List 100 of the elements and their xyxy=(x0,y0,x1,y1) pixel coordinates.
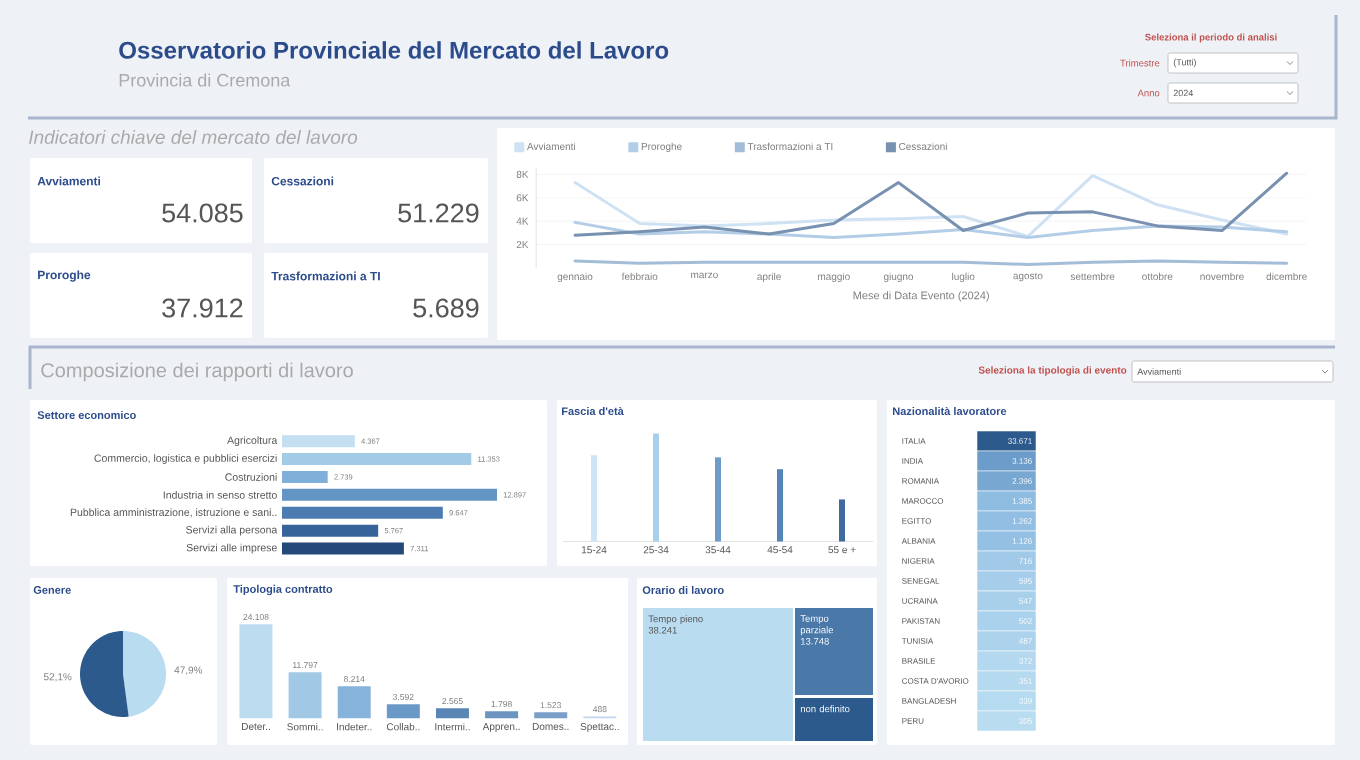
y-tick-label: Industria in senso stretto xyxy=(163,490,277,499)
y-tick-label: EGITTO xyxy=(902,518,931,524)
y-tick-label: 4K xyxy=(516,217,529,225)
data-label: 1.385 xyxy=(1012,498,1032,504)
text: Provincia di Cremona xyxy=(119,73,291,87)
x-tick-label: Domes.. xyxy=(532,723,569,730)
data-label: 351 xyxy=(1019,678,1032,684)
bar xyxy=(839,499,846,542)
y-tick-label: PERU xyxy=(902,718,924,724)
x-tick-label: 55 e + xyxy=(828,546,856,554)
x-tick-label: febbraio xyxy=(621,272,658,281)
category-label: Cessazioni xyxy=(271,176,334,186)
y-tick-label: Commercio, logistica e pubblici esercizi xyxy=(94,454,277,464)
category-label: Proroghe xyxy=(38,270,91,282)
chart-title: Fascia d'età xyxy=(562,406,624,416)
y-tick-label: 2K xyxy=(516,241,529,249)
text: Osservatorio Provinciale del Mercato del Lavoro xyxy=(119,41,669,59)
x-tick-label: luglio xyxy=(952,272,975,283)
data-label: 2.565 xyxy=(442,698,463,705)
bar xyxy=(282,453,472,466)
bar xyxy=(653,433,660,542)
bar xyxy=(288,672,322,719)
y-tick-label: Agricoltura xyxy=(227,436,278,447)
bar xyxy=(485,711,519,719)
y-tick-label: UCRAINA xyxy=(902,598,938,604)
data-label: 1.798 xyxy=(491,701,512,708)
bar xyxy=(435,708,469,719)
y-tick-label: Servizi alle imprese xyxy=(186,543,277,554)
x-tick-label: gennaio xyxy=(557,272,593,283)
text: Trimestre xyxy=(1120,59,1160,67)
x-tick-label: giugno xyxy=(883,272,914,283)
data-label: 33.671 xyxy=(1008,438,1032,444)
x-tick-label: dicembre xyxy=(1266,272,1307,281)
data-label: 716 xyxy=(1019,558,1032,564)
text: 5.689 xyxy=(413,298,479,318)
data-label: 47,9% xyxy=(174,666,203,675)
x-tick-label: 15-24 xyxy=(581,546,607,554)
data-label: 1.262 xyxy=(1012,518,1032,524)
data-label: 488 xyxy=(592,706,607,713)
bar xyxy=(534,712,568,719)
bar xyxy=(282,542,404,555)
text: Composizione dei rapporti di lavoro xyxy=(41,362,353,382)
bar xyxy=(386,704,420,719)
data-label: 487 xyxy=(1019,638,1032,644)
data-label: 372 xyxy=(1019,658,1032,664)
data-label: 595 xyxy=(1019,578,1032,584)
y-tick-label: BRASILE xyxy=(902,658,936,664)
bar xyxy=(337,686,371,719)
category-label: Trasformazioni a TI xyxy=(271,271,380,281)
legend-label: Proroghe xyxy=(641,142,682,152)
text: 13.748 xyxy=(801,637,829,645)
x-tick-label: maggio xyxy=(818,272,850,283)
legend-label: Cessazioni xyxy=(899,142,947,150)
y-tick-label: MAROCCO xyxy=(902,498,944,504)
x-tick-label: Spettac.. xyxy=(580,723,619,733)
x-tick-label: 25-34 xyxy=(643,546,669,554)
x-tick-label: Indeter.. xyxy=(337,723,372,731)
data-label: 2.396 xyxy=(1012,478,1032,484)
bar xyxy=(239,624,273,719)
bar xyxy=(282,488,498,501)
text: Avviamenti xyxy=(1137,368,1181,375)
y-tick-label: ALBANIA xyxy=(901,538,936,544)
y-tick-label: INDIA xyxy=(902,458,924,464)
text: Settore economico xyxy=(37,410,136,420)
data-label: 24.108 xyxy=(243,613,269,621)
text: Seleziona la tipologia di evento xyxy=(978,366,1127,376)
x-tick-label: Deter.. xyxy=(242,723,270,730)
data-label: 547 xyxy=(1019,598,1032,604)
y-tick-label: COSTA D'AVORIO xyxy=(902,678,969,684)
text: (Tutti) xyxy=(1173,58,1196,68)
data-label: 52,1% xyxy=(43,673,72,682)
bar xyxy=(715,457,721,542)
bar xyxy=(282,524,379,537)
y-tick-label: NIGERIA xyxy=(902,558,935,564)
text: 38.241 xyxy=(648,626,677,634)
y-tick-label: Pubblica amministrazione, istruzione e sani.. xyxy=(70,508,277,518)
x-tick-label: aprile xyxy=(757,272,781,283)
y-tick-label: Costruzioni xyxy=(225,473,277,481)
bar xyxy=(282,435,355,448)
text: 51.229 xyxy=(398,203,479,223)
data-label: 3.136 xyxy=(1012,458,1032,464)
y-tick-label: ROMANIA xyxy=(902,478,940,484)
data-label: 3.592 xyxy=(393,694,414,701)
data-label: 502 xyxy=(1019,618,1032,624)
y-tick-label: 6K xyxy=(516,194,529,202)
y-tick-label: TUNISIA xyxy=(901,638,934,644)
chart-title: Genere xyxy=(33,586,71,594)
x-tick-label: Collab.. xyxy=(386,723,420,731)
x-tick-label: ottobre xyxy=(1142,272,1173,281)
data-label: 1.523 xyxy=(540,702,561,709)
text: 37.912 xyxy=(162,298,243,318)
y-tick-label: BANGLADESH xyxy=(902,698,956,704)
x-tick-label: agosto xyxy=(1013,272,1043,282)
text: Anno xyxy=(1137,89,1160,97)
legend-label: Avviamenti xyxy=(526,142,575,150)
data-label: 1.126 xyxy=(1012,538,1032,544)
x-tick-label: Appren.. xyxy=(482,723,520,732)
y-tick-label: PAKISTAN xyxy=(902,618,940,624)
text: Seleziona il periodo di analisi xyxy=(1145,33,1277,43)
bar xyxy=(777,469,784,542)
